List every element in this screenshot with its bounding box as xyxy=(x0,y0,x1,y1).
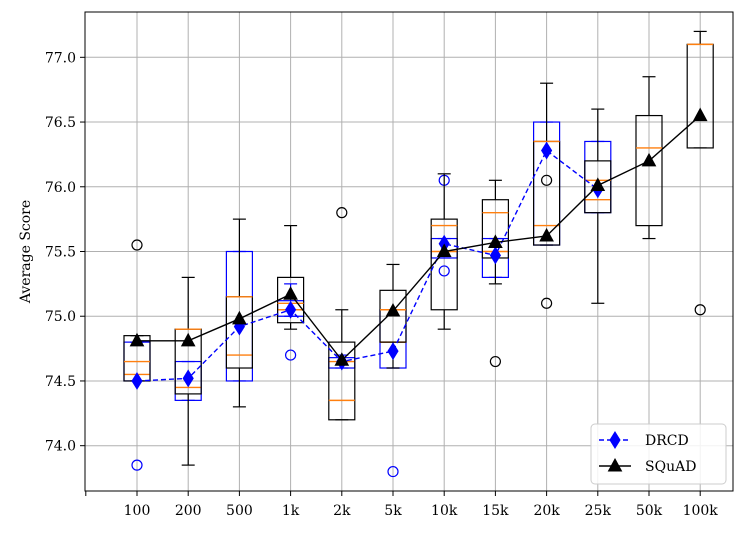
box-squad xyxy=(584,108,612,304)
y-axis-label: Average Score xyxy=(18,200,34,304)
box-iqr xyxy=(379,289,407,343)
outlier-point xyxy=(694,304,706,316)
mean-marker-triangle xyxy=(283,286,298,300)
box-squad xyxy=(635,76,663,240)
mean-marker-diamond xyxy=(131,372,143,390)
x-tick-label: 1k xyxy=(282,503,300,519)
axes: 74.0 74.5 75.0 75.5 76.0 76.5 77.0 100 200 500 1k 2… xyxy=(45,50,718,519)
x-tick-label: 2k xyxy=(333,503,351,519)
x-tick-label: 50k xyxy=(636,503,663,519)
mean-line-drcd xyxy=(136,149,599,382)
mean-marker-diamond xyxy=(387,342,399,361)
x-tick-label: 10k xyxy=(431,503,458,519)
mean-marker-triangle xyxy=(590,177,606,191)
mean-line-squad xyxy=(137,115,701,362)
x-tick-label: 15k xyxy=(482,503,509,519)
x-tick-label: 200 xyxy=(175,503,202,519)
box-squad xyxy=(225,218,253,408)
mean-marker-diamond xyxy=(285,300,297,319)
x-tick-label: 100k xyxy=(683,503,719,519)
box-iqr xyxy=(430,218,458,311)
box-iqr xyxy=(328,341,356,421)
mean-marker-triangle xyxy=(334,352,350,366)
box-squad xyxy=(174,276,202,466)
x-tick-label: 500 xyxy=(226,503,253,519)
mean-marker-triangle xyxy=(436,243,452,257)
outlier-point xyxy=(285,349,297,361)
mean-marker-triangle xyxy=(129,332,145,347)
mean-lines xyxy=(129,107,708,390)
y-tick-label: 74.5 xyxy=(45,374,76,390)
outlier-point xyxy=(540,174,553,186)
x-tick-label: 20k xyxy=(533,503,560,519)
mean-marker-triangle xyxy=(180,332,196,347)
box-squad xyxy=(328,207,356,421)
outlier-point xyxy=(489,355,501,368)
outlier-point xyxy=(131,459,143,471)
outlier-point xyxy=(540,297,553,309)
legend: DRCD SQuAD xyxy=(590,423,727,485)
legend-label-squad: SQuAD xyxy=(645,459,696,475)
legend-label-drcd: DRCD xyxy=(645,433,689,449)
x-tick-label: 25k xyxy=(585,503,612,519)
mean-marker-triangle xyxy=(232,310,247,325)
legend-box xyxy=(590,423,727,485)
grid xyxy=(85,12,733,491)
y-tick-label: 77.0 xyxy=(45,50,76,66)
y-tick-label: 76.0 xyxy=(45,180,76,196)
box-squad xyxy=(686,30,714,316)
box-iqr xyxy=(635,114,663,227)
x-tick-label: 5k xyxy=(384,503,402,519)
x-tick-label: 100 xyxy=(124,503,151,519)
box-iqr xyxy=(584,160,612,214)
y-tick-label: 75.5 xyxy=(45,245,76,261)
mean-marker-triangle xyxy=(385,303,401,317)
y-tick-label: 76.5 xyxy=(45,115,76,131)
mean-marker-triangle xyxy=(641,152,657,167)
y-tick-label: 74.0 xyxy=(45,439,76,455)
outlier-point xyxy=(131,239,143,251)
boxes xyxy=(123,30,714,478)
mean-marker-diamond xyxy=(609,431,621,449)
box-squad xyxy=(430,173,458,330)
box-squad xyxy=(532,82,561,309)
outlier-point xyxy=(387,465,399,478)
mean-marker-diamond xyxy=(541,141,553,160)
outlier-point xyxy=(336,207,348,219)
mean-marker-triangle xyxy=(488,234,503,248)
mean-marker-diamond xyxy=(182,369,194,388)
mean-marker-triangle xyxy=(692,107,708,122)
mean-marker-triangle xyxy=(539,227,554,242)
mean-marker-triangle xyxy=(607,457,623,472)
y-tick-label: 75.0 xyxy=(45,309,76,325)
outlier-point xyxy=(438,265,450,277)
mean-marker-diamond xyxy=(489,246,501,265)
